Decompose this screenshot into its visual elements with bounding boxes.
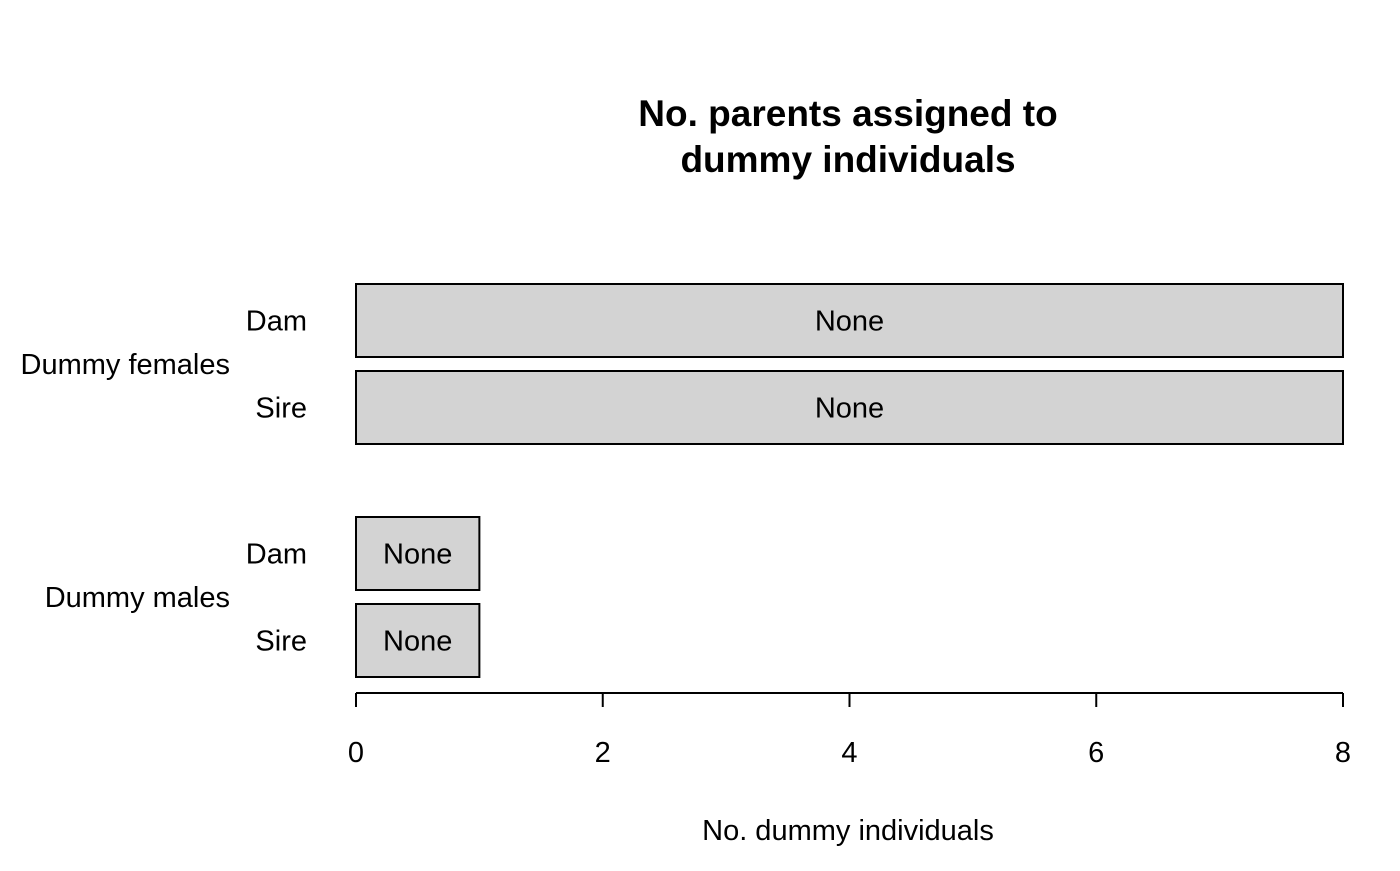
bar-label-dummy-females-dam: None: [815, 306, 884, 338]
bar-dummy-females-sire: [355, 370, 1344, 445]
bar-label-dummy-males-sire: None: [383, 626, 452, 658]
x-tick-label-4: 4: [841, 737, 857, 769]
x-tick-label-0: 0: [348, 737, 364, 769]
group-label-dummy-males: Dummy males: [45, 582, 230, 614]
x-axis-label: No. dummy individuals: [702, 815, 994, 847]
category-label-dummy-males-dam: Dam: [246, 539, 307, 571]
bar-label-dummy-females-sire: None: [815, 393, 884, 425]
group-label-dummy-females: Dummy females: [21, 349, 231, 381]
category-label-dummy-females-dam: Dam: [246, 306, 307, 338]
chart-title-line-2: dummy individuals: [680, 139, 1015, 180]
category-label-dummy-males-sire: Sire: [255, 626, 307, 658]
chart-title-line-1: No. parents assigned to: [638, 93, 1057, 134]
bar-label-dummy-males-dam: None: [383, 539, 452, 571]
x-tick-label-6: 6: [1088, 737, 1104, 769]
bar-dummy-males-sire: [355, 603, 481, 678]
x-tick-label-8: 8: [1335, 737, 1351, 769]
bar-dummy-males-dam: [355, 516, 481, 591]
chart-marks: None Dam None Sire Dummy females None Dam None S…: [21, 283, 1351, 769]
category-label-dummy-females-sire: Sire: [255, 393, 307, 425]
bar-dummy-females-dam: [355, 283, 1344, 358]
x-tick-label-2: 2: [595, 737, 611, 769]
